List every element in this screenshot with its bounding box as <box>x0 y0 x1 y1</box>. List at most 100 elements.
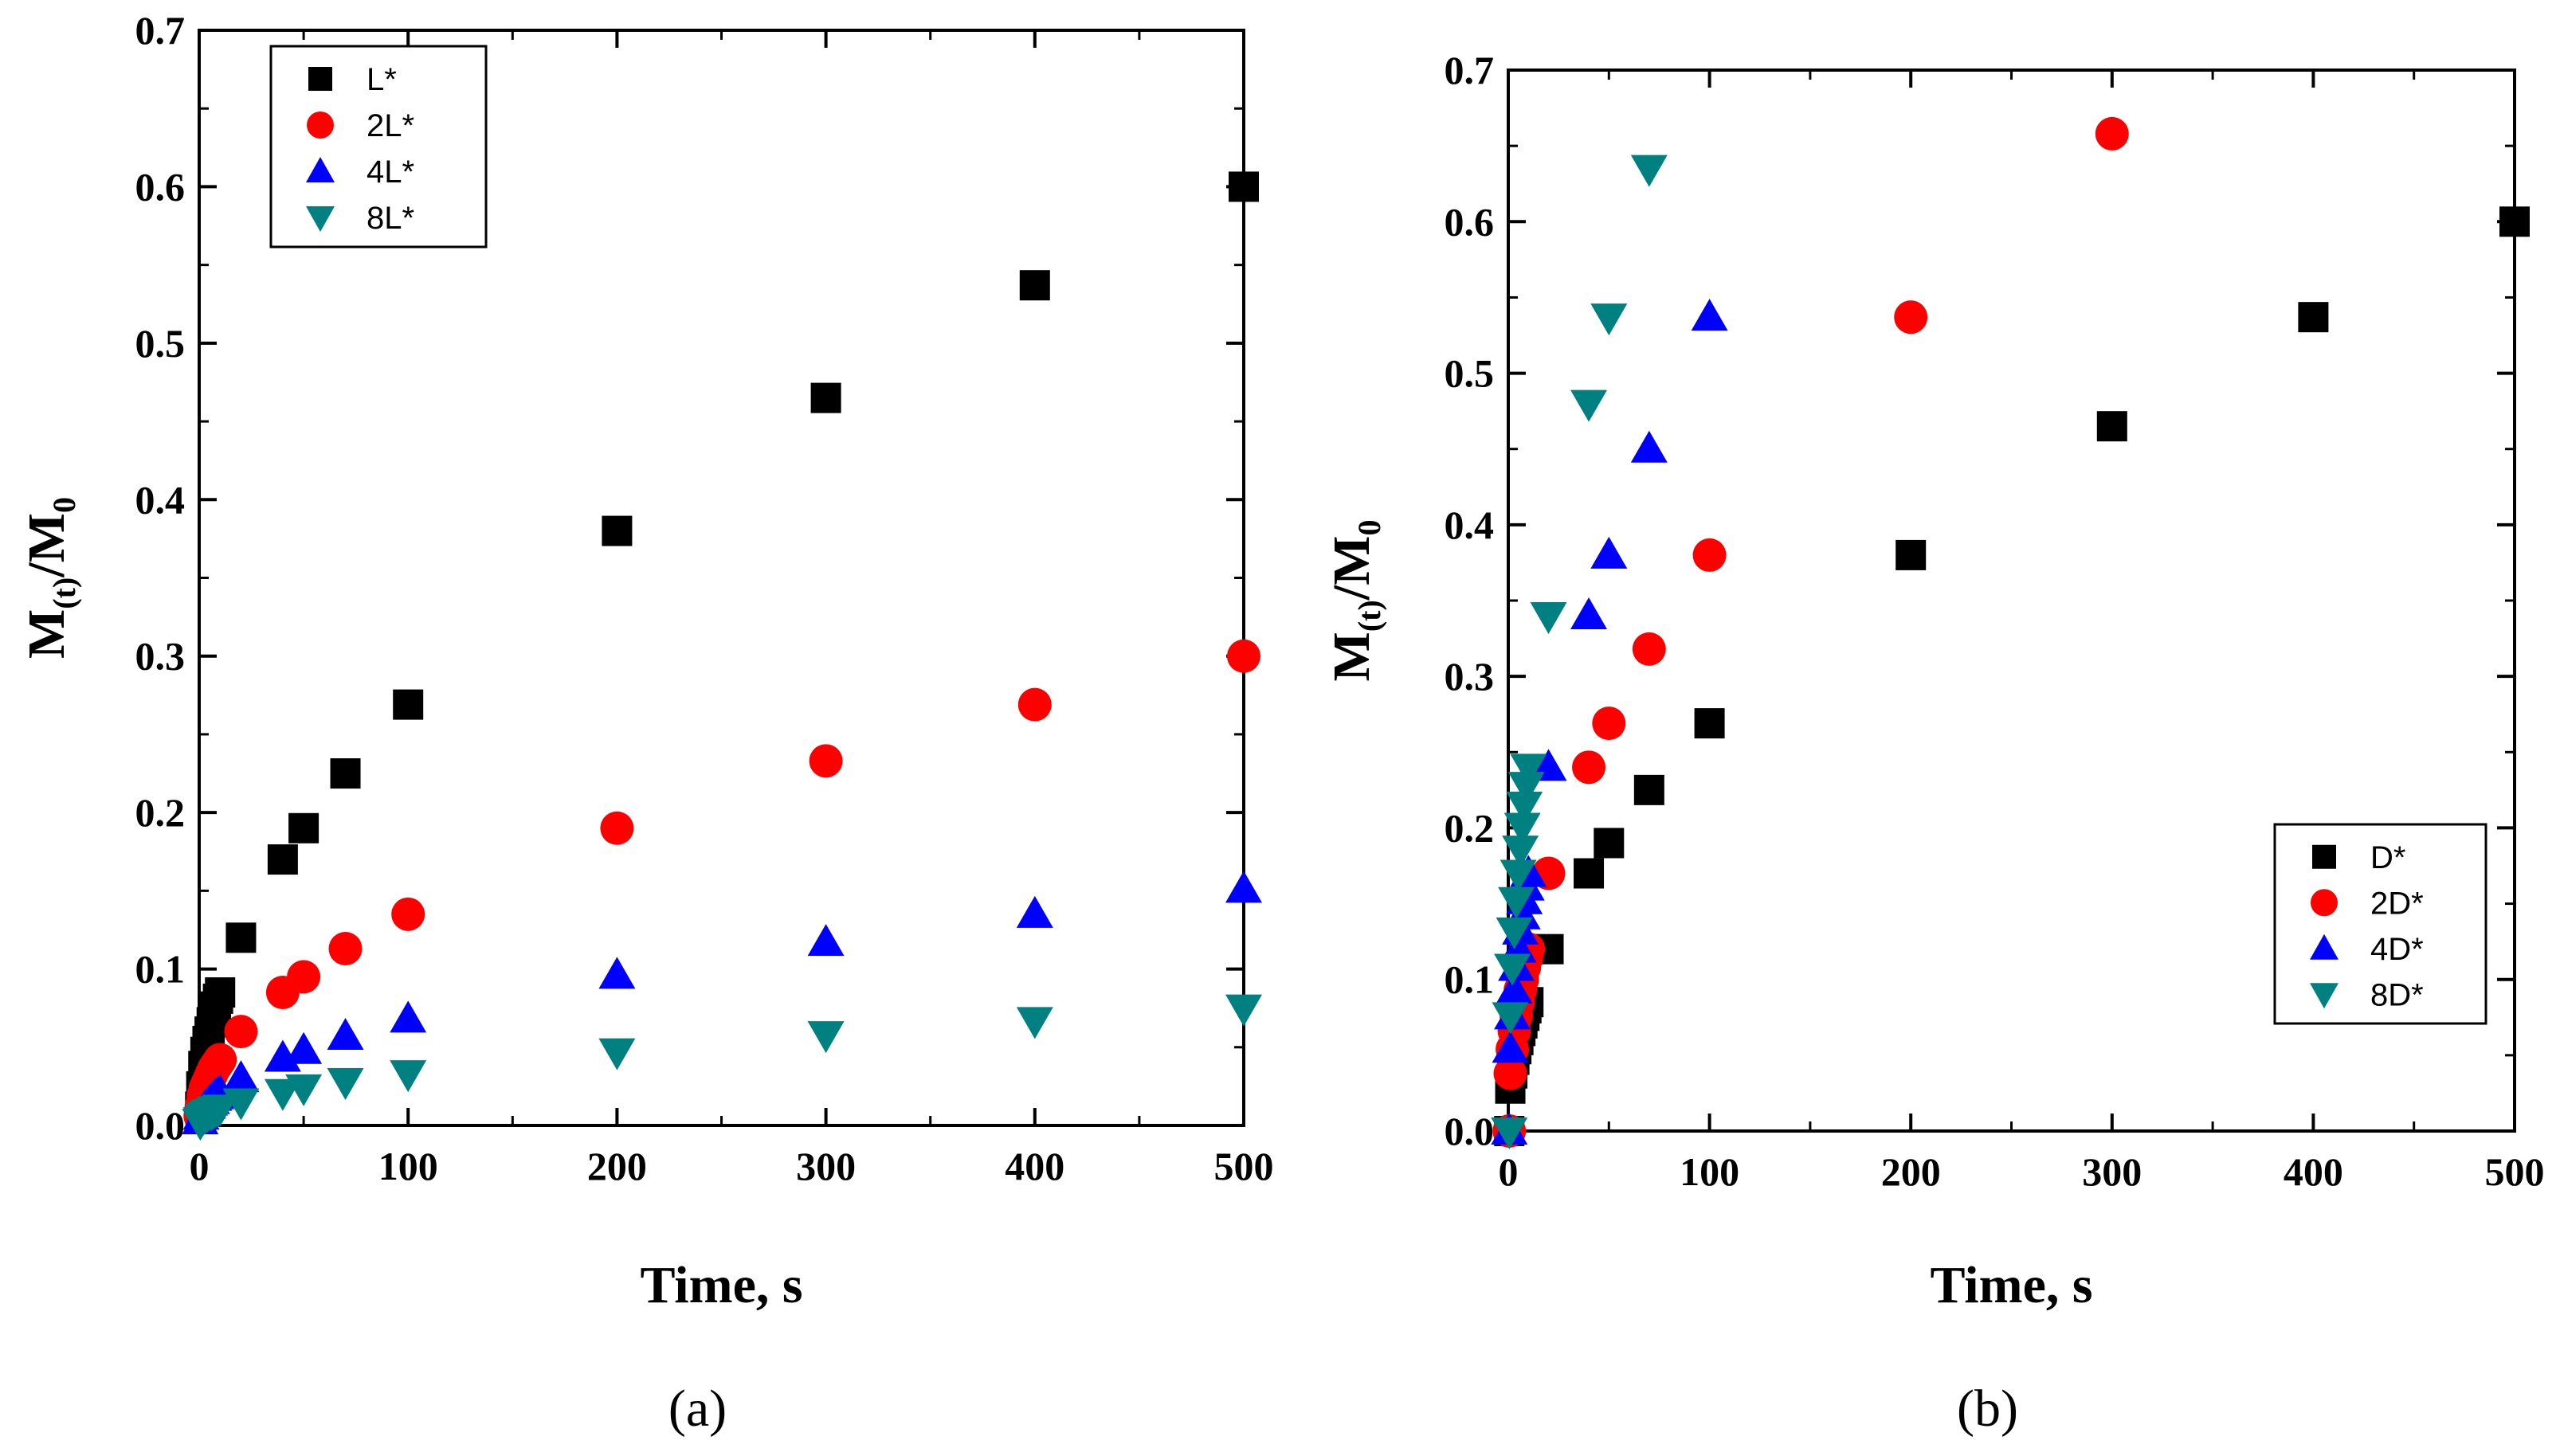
data-point <box>328 932 363 966</box>
x-tick-label: 400 <box>2284 1149 2343 1194</box>
legend-marker <box>2312 844 2336 869</box>
data-point <box>1498 887 1535 919</box>
data-point <box>1630 430 1668 463</box>
data-point <box>1630 155 1668 187</box>
data-point <box>1017 687 1052 722</box>
data-point <box>1016 1007 1053 1039</box>
legend-square-marker <box>2312 844 2336 869</box>
legend-triangle-down-marker <box>306 206 335 232</box>
y-tick-label: 0.0 <box>1445 1109 1495 1153</box>
y-axis-title: M(t)/M0 <box>1323 520 1387 682</box>
x-tick-label: 0 <box>190 1144 210 1188</box>
x-axis-title: Time, s <box>1930 1256 2092 1314</box>
data-point <box>1633 774 1664 805</box>
data-point <box>1692 538 1727 572</box>
data-point <box>1895 539 1927 570</box>
data-point <box>1492 1031 1529 1063</box>
x-tick-label: 400 <box>1005 1144 1064 1188</box>
legend: D* 2D* 4D* 8D* <box>2273 823 2487 1025</box>
data-point <box>267 844 298 875</box>
x-tick-label: 100 <box>378 1144 438 1188</box>
y-axis: 0.0 0.1 0.2 0.3 0.4 0.5 0.6 0.7 <box>135 8 1244 1148</box>
legend-circle-marker <box>307 112 334 139</box>
data-point <box>2096 411 2127 442</box>
series-2dstar <box>1492 116 2129 1148</box>
data-point <box>1894 300 1928 335</box>
data-point <box>1574 858 1605 889</box>
y-tick-label: 0.5 <box>1445 351 1495 396</box>
data-point <box>1500 859 1537 892</box>
y-tick-label: 0.1 <box>135 947 186 992</box>
data-point <box>1494 953 1531 986</box>
data-point <box>1570 389 1608 422</box>
data-point <box>598 1038 636 1070</box>
data-point <box>1632 632 1666 666</box>
data-point <box>1502 836 1539 868</box>
data-point <box>1493 1056 1527 1090</box>
data-point <box>1225 871 1262 903</box>
series-8lstar <box>182 994 1262 1141</box>
y-tick-label: 0.6 <box>1445 199 1495 244</box>
data-point <box>1507 772 1545 804</box>
data-point <box>1016 895 1053 928</box>
data-point <box>1019 270 1050 301</box>
data-point <box>807 1021 845 1054</box>
data-point <box>1506 791 1543 824</box>
panel-label: (b) <box>1957 1380 2018 1438</box>
data-point <box>205 977 236 1008</box>
legend-circle-marker <box>2311 889 2338 917</box>
data-point <box>602 515 633 546</box>
data-point <box>1496 917 1533 949</box>
y-tick-label: 0.1 <box>1445 957 1495 1002</box>
data-point <box>1694 708 1725 739</box>
legend-label: D* <box>2370 840 2405 875</box>
legend-label: 2L* <box>367 108 414 143</box>
legend-label: 4L* <box>367 155 414 190</box>
legend-triangle-down-marker <box>2310 983 2338 1009</box>
data-point <box>330 758 361 789</box>
legend-box <box>269 45 488 249</box>
y-tick-label: 0.4 <box>1445 503 1495 547</box>
y-tick-label: 0.4 <box>135 477 186 522</box>
data-point <box>2499 206 2530 237</box>
data-point <box>225 922 257 953</box>
data-point <box>810 382 841 413</box>
data-point <box>327 1018 364 1051</box>
data-point <box>1496 972 1533 1004</box>
chart-panel-b: 0 100 200 300 400 500 0.0 0.1 0.2 0.3 0.4 0.5 0.6 0.7… <box>1323 48 2545 1438</box>
data-point <box>390 1000 427 1033</box>
data-point <box>1590 536 1628 569</box>
x-tick-label: 200 <box>587 1144 647 1188</box>
data-point <box>1510 753 1547 786</box>
y-axis-title: M(t)/M0 <box>18 497 82 659</box>
data-point <box>600 811 634 845</box>
data-point <box>809 744 843 778</box>
legend-marker <box>2310 933 2338 960</box>
series-8dstar <box>1491 155 1668 1149</box>
x-axis: 0 100 200 300 400 500 <box>190 30 1274 1188</box>
y-tick-label: 0.6 <box>135 164 186 209</box>
series-lstar <box>185 171 1259 1122</box>
x-tick-label: 200 <box>1881 1149 1941 1194</box>
data-point <box>2298 302 2329 333</box>
data-point <box>1227 639 1260 673</box>
data-point <box>1503 812 1541 845</box>
data-point <box>285 1031 323 1064</box>
data-point <box>1492 1002 1529 1035</box>
legend-square-marker <box>308 67 332 91</box>
data-point <box>202 1094 239 1127</box>
legend-label: 4D* <box>2370 932 2424 967</box>
data-point <box>1530 602 1567 635</box>
x-tick-label: 100 <box>1680 1149 1739 1194</box>
data-point <box>1590 303 1628 336</box>
data-point <box>1594 828 1625 859</box>
data-point <box>287 960 321 994</box>
y-tick-label: 0.2 <box>135 790 186 835</box>
x-tick-label: 500 <box>2485 1149 2545 1194</box>
data-point <box>222 1088 260 1121</box>
y-tick-label: 0.3 <box>135 634 186 679</box>
legend-triangle-up-marker <box>306 157 335 182</box>
data-point <box>224 1015 258 1049</box>
data-point <box>327 1068 364 1100</box>
